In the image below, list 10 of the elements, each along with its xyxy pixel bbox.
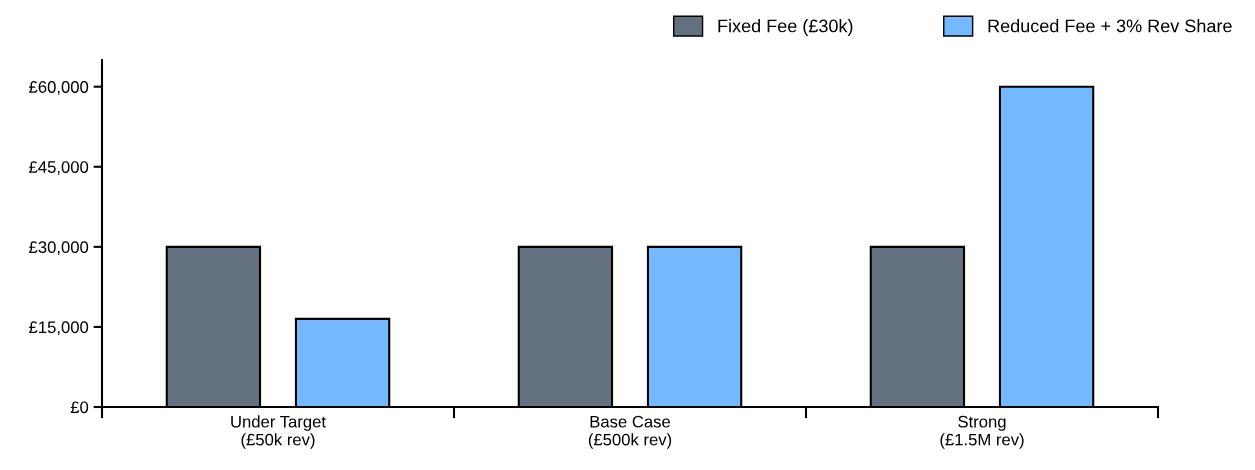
legend-label: Fixed Fee (£30k) <box>718 19 853 36</box>
y-tick-label: £60,000 <box>29 81 89 95</box>
y-tick-label: £0 <box>70 401 89 414</box>
x-tick-label: Strong (£1.5M rev) <box>940 415 1024 449</box>
y-tick-label: £30,000 <box>29 241 89 256</box>
y-tick-label: £15,000 <box>29 321 89 336</box>
legend-label: Reduced Fee + 3% Rev Share <box>988 19 1232 33</box>
x-tick-label: Base Case (£500k rev) <box>588 415 672 449</box>
y-tick-label: £45,000 <box>29 161 89 175</box>
x-tick-label: Under Target (£50k rev) <box>231 415 326 449</box>
